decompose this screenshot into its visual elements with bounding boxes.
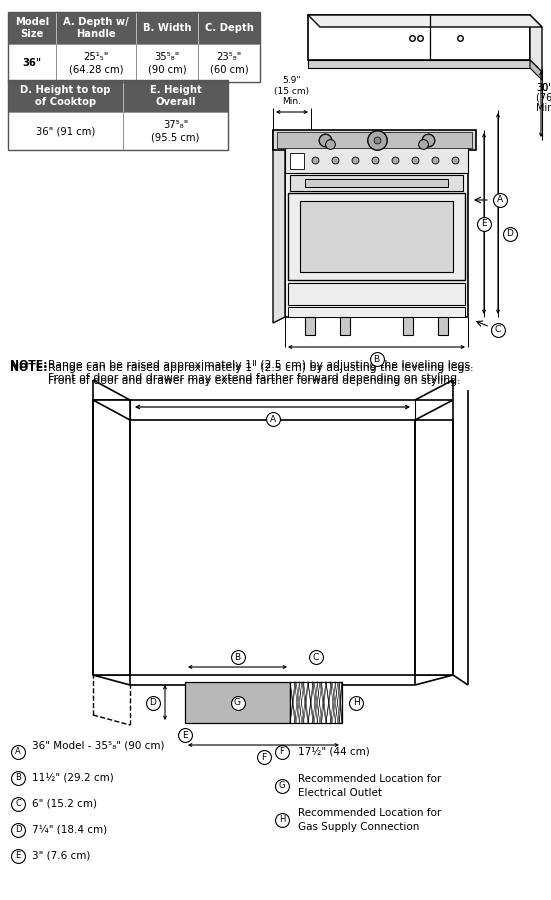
- Bar: [285, 145, 468, 317]
- Polygon shape: [308, 15, 542, 27]
- Text: 7¼" (18.4 cm): 7¼" (18.4 cm): [32, 825, 107, 835]
- Text: G: G: [234, 698, 241, 707]
- Text: Recommended Location for
Gas Supply Connection: Recommended Location for Gas Supply Conn…: [298, 808, 441, 832]
- Text: C. Depth: C. Depth: [204, 23, 253, 33]
- Text: 30": 30": [536, 83, 551, 93]
- Bar: [136, 44, 198, 82]
- Bar: [93, 400, 130, 675]
- Bar: [403, 317, 413, 335]
- Text: E. Height
Overall: E. Height Overall: [150, 85, 201, 107]
- Text: G: G: [279, 781, 285, 790]
- Text: H: H: [353, 698, 359, 707]
- Text: 3" (7.6 cm): 3" (7.6 cm): [32, 851, 90, 861]
- Bar: [290, 682, 342, 723]
- Bar: [8, 80, 123, 112]
- Text: D: D: [15, 825, 21, 834]
- Bar: [8, 112, 123, 150]
- Text: 25¹₅"
(64.28 cm): 25¹₅" (64.28 cm): [69, 52, 123, 74]
- Text: B: B: [15, 773, 21, 782]
- Bar: [415, 420, 453, 675]
- Text: A. Depth w/
Handle: A. Depth w/ Handle: [63, 17, 129, 40]
- Polygon shape: [273, 130, 285, 323]
- Bar: [273, 130, 476, 150]
- Text: 5.9"
(15 cm)
Min.: 5.9" (15 cm) Min.: [274, 76, 310, 106]
- Bar: [8, 80, 228, 150]
- Text: B. Width: B. Width: [143, 23, 191, 33]
- Bar: [308, 15, 530, 60]
- Text: 36": 36": [23, 58, 41, 68]
- Bar: [285, 147, 468, 173]
- Text: 23⁵₈"
(60 cm): 23⁵₈" (60 cm): [210, 52, 249, 74]
- Text: 6" (15.2 cm): 6" (15.2 cm): [32, 799, 97, 809]
- Text: F: F: [279, 748, 284, 757]
- Bar: [290, 175, 463, 191]
- Bar: [305, 179, 448, 187]
- Text: C: C: [313, 652, 319, 662]
- Bar: [56, 44, 136, 82]
- Text: D. Height to top
of Cooktop: D. Height to top of Cooktop: [20, 85, 111, 107]
- Text: A: A: [269, 415, 276, 424]
- Text: A: A: [497, 195, 503, 204]
- Text: C: C: [15, 799, 21, 808]
- Polygon shape: [530, 60, 542, 80]
- Text: B: B: [234, 652, 241, 662]
- Bar: [300, 201, 453, 272]
- Text: 36" (91 cm): 36" (91 cm): [36, 126, 95, 136]
- Text: 36" Model - 35⁵₈" (90 cm): 36" Model - 35⁵₈" (90 cm): [32, 740, 165, 750]
- Text: 37⁵₈"
(95.5 cm): 37⁵₈" (95.5 cm): [152, 120, 199, 142]
- Bar: [438, 317, 448, 335]
- Text: Min.: Min.: [536, 103, 551, 113]
- Text: F: F: [261, 752, 266, 761]
- Text: Range can be raised approximately 1" (2.5 cm) by adjusting the leveling legs.
Fr: Range can be raised approximately 1" (2.…: [48, 363, 473, 386]
- Text: D: D: [506, 229, 514, 238]
- Text: Range can be raised approximately 1" (2.5 cm) by adjusting the leveling legs.
Fr: Range can be raised approximately 1" (2.…: [48, 360, 473, 383]
- Text: NOTE:: NOTE:: [10, 360, 47, 370]
- Polygon shape: [530, 15, 542, 72]
- Bar: [56, 12, 136, 44]
- Text: 35⁵₈"
(90 cm): 35⁵₈" (90 cm): [148, 52, 186, 74]
- Text: 30": 30": [536, 83, 551, 93]
- Bar: [305, 317, 315, 335]
- Text: Recommended Location for
Electrical Outlet: Recommended Location for Electrical Outl…: [298, 774, 441, 797]
- Bar: [340, 317, 350, 335]
- Text: Model
Size: Model Size: [15, 17, 49, 40]
- Text: B: B: [374, 355, 380, 364]
- Text: 11½" (29.2 cm): 11½" (29.2 cm): [32, 773, 114, 783]
- Bar: [288, 193, 465, 280]
- Bar: [8, 12, 56, 44]
- Bar: [198, 44, 260, 82]
- Text: D: D: [149, 698, 156, 707]
- Bar: [136, 12, 198, 44]
- Text: C: C: [495, 326, 501, 335]
- Bar: [290, 153, 304, 169]
- Bar: [198, 12, 260, 44]
- Text: A: A: [15, 748, 21, 757]
- Text: E: E: [481, 219, 487, 228]
- Text: H: H: [279, 815, 285, 824]
- Bar: [123, 80, 228, 112]
- Text: E: E: [182, 731, 188, 740]
- Text: 17½" (44 cm): 17½" (44 cm): [298, 747, 370, 757]
- Bar: [308, 60, 530, 68]
- Bar: [277, 132, 472, 148]
- Bar: [8, 12, 260, 82]
- Text: NOTE:: NOTE:: [10, 363, 47, 373]
- Bar: [123, 112, 228, 150]
- Text: (76 cm): (76 cm): [536, 93, 551, 103]
- Bar: [185, 682, 290, 723]
- Text: E: E: [15, 851, 20, 860]
- Bar: [288, 307, 465, 317]
- Bar: [8, 44, 56, 82]
- Bar: [288, 283, 465, 305]
